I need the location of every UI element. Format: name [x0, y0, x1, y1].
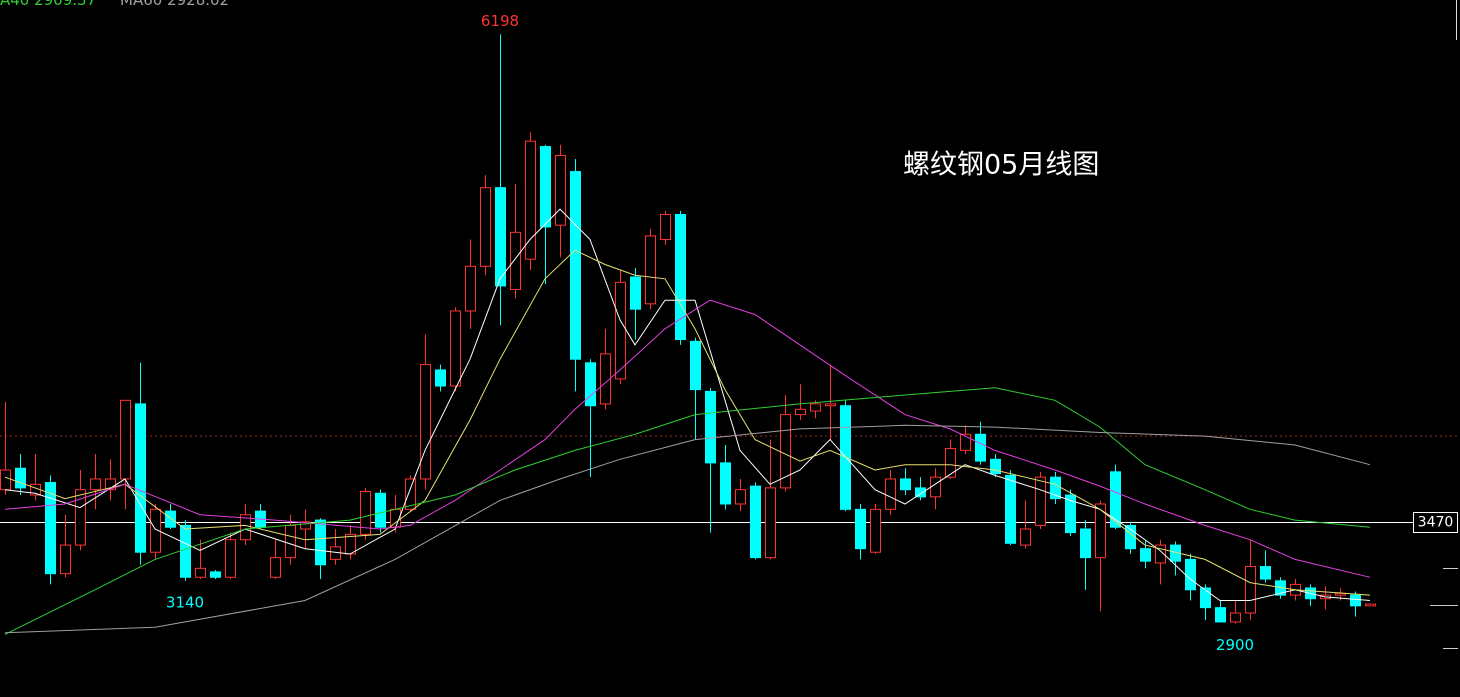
candle-body [1185, 558, 1196, 591]
moving-average [4, 249, 1371, 596]
candle-body [1020, 528, 1031, 546]
candle-body [645, 235, 656, 305]
candle-body [360, 490, 371, 535]
candle-body [15, 467, 26, 489]
candle-body [165, 510, 176, 528]
candle-body [735, 489, 746, 505]
candle-body [825, 403, 836, 407]
candle-body [225, 539, 236, 578]
candle-body [0, 469, 11, 491]
candle-body [1035, 476, 1046, 526]
candle-body [525, 140, 536, 260]
candle-body [75, 489, 86, 546]
candle-body [705, 390, 716, 464]
candle-body [495, 187, 506, 287]
candle-body [300, 521, 311, 530]
extreme-label: 3140 [166, 593, 204, 611]
price-label-box [1413, 512, 1458, 533]
candle-body [1155, 544, 1166, 564]
candle-body [1140, 548, 1151, 562]
candle-body [90, 478, 101, 491]
candle-body [960, 433, 971, 451]
candle-body [405, 478, 416, 510]
candle-body [720, 462, 731, 505]
candle-body [810, 403, 821, 412]
candle-body [270, 557, 281, 578]
candle-body [1080, 528, 1091, 559]
candle-body [1095, 503, 1106, 559]
extreme-label: 2900 [1216, 636, 1254, 654]
candle-body [1365, 603, 1376, 607]
candle-body [555, 154, 566, 226]
candle-body [1215, 607, 1226, 623]
candle-body [630, 276, 641, 310]
candle-body [900, 478, 911, 491]
candle-body [990, 458, 1001, 475]
moving-average [4, 424, 1371, 634]
legend-value: 2928.02 [167, 0, 229, 9]
candle-body [570, 171, 581, 360]
candle-body [435, 369, 446, 387]
candle-body [795, 408, 806, 416]
candle-body [345, 533, 356, 555]
candle-body [1350, 594, 1361, 607]
candle-body [1245, 566, 1256, 614]
candle-body [465, 265, 476, 312]
candle-body [750, 485, 761, 559]
legend-value: 2909.37 [34, 0, 96, 9]
moving-average [4, 208, 1371, 601]
candle-body [690, 340, 701, 391]
candle-body [315, 519, 326, 566]
candle-body [450, 310, 461, 387]
candle-body [1230, 612, 1241, 623]
price-label: 3470 [1418, 515, 1454, 531]
candle-body [375, 492, 386, 528]
candle-body [615, 281, 626, 380]
candle-body [1110, 471, 1121, 528]
legend-ma40: MA40 2909.37 [0, 0, 96, 9]
candle-body [1005, 474, 1016, 544]
legend-name: MA60 [120, 0, 162, 9]
candle-body [855, 508, 866, 550]
moving-average [4, 387, 1371, 635]
legend-ma60: MA60 2928.02 [120, 0, 229, 9]
candle-body [540, 146, 551, 228]
candle-body [60, 544, 71, 575]
candle-body [105, 478, 116, 491]
candle-body [930, 476, 941, 498]
legend-name: MA40 [0, 0, 29, 9]
candle-body [45, 482, 56, 575]
candle-body [150, 508, 161, 553]
candle-body [180, 524, 191, 578]
candle-body [915, 487, 926, 498]
candle-body [1065, 494, 1076, 534]
candle-body [1260, 566, 1271, 580]
candle-body [285, 524, 296, 559]
candle-body [585, 362, 596, 407]
candle-body [870, 508, 881, 553]
candle-body [510, 231, 521, 291]
candle-body [975, 433, 986, 462]
candle-body [945, 448, 956, 478]
candle-body [195, 567, 206, 578]
candle-body [765, 487, 776, 559]
candle-body [480, 187, 491, 267]
candle-body [135, 403, 146, 553]
candle-body [120, 399, 131, 480]
candle-body [210, 571, 221, 578]
candle-body [885, 478, 896, 510]
candle-body [420, 364, 431, 480]
candle-body [675, 213, 686, 341]
candle-body [660, 213, 671, 240]
candle-body [1200, 587, 1211, 609]
chart-title: 螺纹钢05月线图 [903, 150, 1099, 181]
extreme-label: 6198 [481, 12, 519, 30]
